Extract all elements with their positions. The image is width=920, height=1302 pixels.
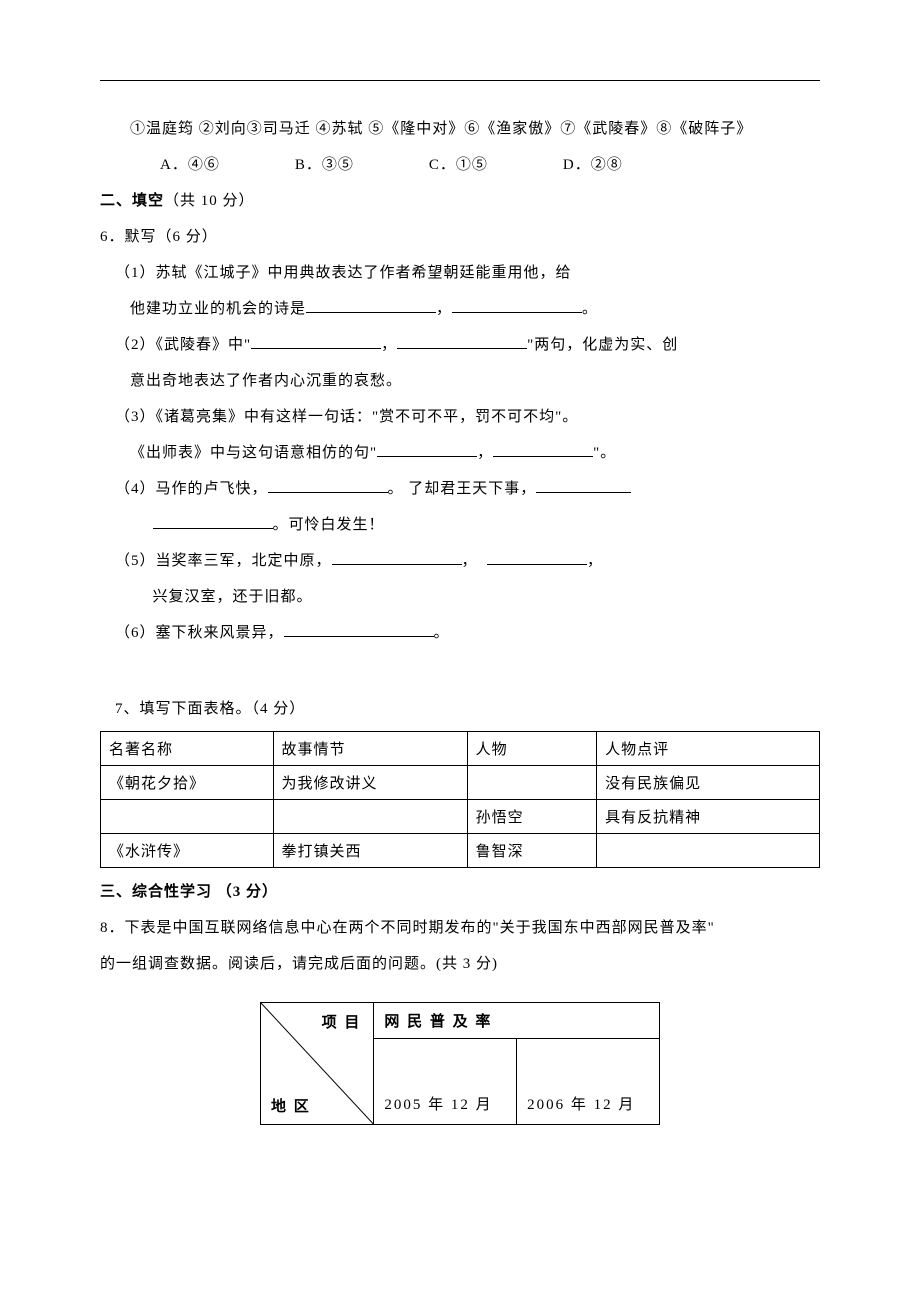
blank-field[interactable] [268,477,388,493]
q6-5-line1: （5）当奖率三军，北定中原， ， ， [100,543,820,579]
table-cell-blank[interactable] [273,800,467,834]
q6-2-line2: 意出奇地表达了作者内心沉重的哀愁。 [100,363,820,399]
text-period: 。 [582,301,598,317]
survey-header-right: 网 民 普 及 率 [374,1003,660,1039]
text-comma: ， [462,553,478,569]
table-cell: 《水浒传》 [101,834,274,868]
q6-2-text-b: "两句，化虚为实、创 [527,337,678,353]
blank-field[interactable] [397,333,527,349]
blank-field[interactable] [251,333,381,349]
table-cell: 具有反抗精神 [597,800,820,834]
q5-option-a: A．④⑥ [160,147,220,183]
survey-subheader-2: 2006 年 12 月 [517,1039,660,1125]
q5-option-d: D．②⑧ [563,147,623,183]
table-cell: 《朝花夕拾》 [101,766,274,800]
q6-5-line2: 兴复汉室，还于旧都。 [100,579,820,615]
blank-field[interactable] [284,621,434,637]
q5-option-c: C．①⑤ [429,147,488,183]
section2-points: （共 10 分） [164,193,255,209]
blank-field[interactable] [487,549,587,565]
blank-field[interactable] [536,477,631,493]
q6-6-line: （6）塞下秋来风景异， 。 [100,615,820,651]
q5-option-b: B．③⑤ [295,147,354,183]
blank-field[interactable] [332,549,462,565]
q6-2-line1: （2）《武陵春》中" ， "两句，化虚为实、创 [100,327,820,363]
table-row: 项 目 地 区 网 民 普 及 率 [261,1003,660,1039]
table-header-cell: 故事情节 [273,732,467,766]
q6-1-line2: 他建功立业的机会的诗是 ， 。 [100,291,820,327]
blank-field[interactable] [306,297,436,313]
diag-top-label: 项 目 [322,1011,362,1032]
table-cell-blank[interactable] [101,800,274,834]
q6-6-text-a: （6）塞下秋来风景异， [115,625,284,641]
table-cell: 没有民族偏见 [597,766,820,800]
table-cell: 为我修改讲义 [273,766,467,800]
text-comma: ， [436,301,452,317]
blank-field[interactable] [377,441,477,457]
literature-table: 名著名称 故事情节 人物 人物点评 《朝花夕拾》 为我修改讲义 没有民族偏见 孙… [100,731,820,868]
table-cell: 鲁智深 [467,834,596,868]
q6-6-text-b: 。 [434,625,450,641]
q5-item-list: ①温庭筠 ②刘向③司马迁 ④苏轼 ⑤《隆中对》⑥《渔家傲》⑦《武陵春》⑧《破阵子… [100,111,820,147]
q6-1-text: 他建功立业的机会的诗是 [130,301,306,317]
q6-3-line2: 《出师表》中与这句语意相仿的句" ， "。 [100,435,820,471]
vertical-spacer [100,651,820,691]
section2-heading: 二、填空（共 10 分） [100,183,820,219]
table-cell-blank[interactable] [467,766,596,800]
q6-5-text-a: （5）当奖率三军，北定中原， [115,553,332,569]
table-header-cell: 人物 [467,732,596,766]
q6-1-line1: （1）苏轼《江城子》中用典故表达了作者希望朝廷能重用他，给 [100,255,820,291]
table-cell-blank[interactable] [597,834,820,868]
table-cell: 孙悟空 [467,800,596,834]
blank-field[interactable] [153,513,273,529]
q6-3-text-b: 《出师表》中与这句语意相仿的句" [130,445,377,461]
q6-4-line2: 。可怜白发生！ [100,507,820,543]
q8-line1: 8．下表是中国互联网络信息中心在两个不同时期发布的"关于我国东中西部网民普及率" [100,910,820,946]
q6-4-text-a: （4）马作的卢飞快， [115,481,268,497]
survey-table: 项 目 地 区 网 民 普 及 率 2005 年 12 月 2006 年 12 … [260,1002,660,1125]
exam-page: ①温庭筠 ②刘向③司马迁 ④苏轼 ⑤《隆中对》⑥《渔家傲》⑦《武陵春》⑧《破阵子… [0,0,920,1302]
q8-line2: 的一组调查数据。阅读后，请完成后面的问题。(共 3 分) [100,946,820,982]
table-row: 《水浒传》 拳打镇关西 鲁智深 [101,834,820,868]
diag-bottom-label: 地 区 [271,1095,311,1116]
blank-field[interactable] [493,441,593,457]
text-comma: ， [587,553,603,569]
q6-4-text-b: 。 了却君王天下事， [388,481,537,497]
section2-title: 二、填空 [100,193,164,209]
survey-subheader-1: 2005 年 12 月 [374,1039,517,1125]
table-cell: 拳打镇关西 [273,834,467,868]
table-row: 孙悟空 具有反抗精神 [101,800,820,834]
text-comma: ， [477,445,493,461]
q6-4-text-c: 。可怜白发生！ [273,517,385,533]
q5-options-row: A．④⑥ B．③⑤ C．①⑤ D．②⑧ [100,147,820,183]
q6-3-text-c: "。 [593,445,616,461]
table-header-cell: 人物点评 [597,732,820,766]
q6-4-line1: （4）马作的卢飞快， 。 了却君王天下事， [100,471,820,507]
section3-title: 三、综合性学习 （3 分） [100,874,820,910]
q6-title: 6．默写（6 分） [100,219,820,255]
q7-title: 7、填写下面表格。（4 分） [100,691,820,727]
q6-3-line1: （3）《诸葛亮集》中有这样一句话："赏不可不平，罚不可不均"。 [100,399,820,435]
table-row: 《朝花夕拾》 为我修改讲义 没有民族偏见 [101,766,820,800]
survey-table-wrap: 项 目 地 区 网 民 普 及 率 2005 年 12 月 2006 年 12 … [100,1002,820,1125]
table-header-cell: 名著名称 [101,732,274,766]
diagonal-header-cell: 项 目 地 区 [261,1003,374,1125]
page-top-rule [100,80,820,81]
text-comma: ， [381,337,397,353]
q6-2-text-a: （2）《武陵春》中" [115,337,251,353]
table-header-row: 名著名称 故事情节 人物 人物点评 [101,732,820,766]
blank-field[interactable] [452,297,582,313]
